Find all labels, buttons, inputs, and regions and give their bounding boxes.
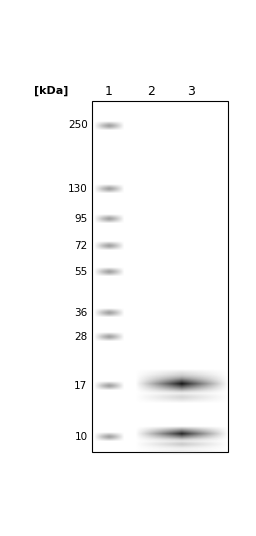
Text: [kDa]: [kDa] (34, 86, 68, 96)
Text: 3: 3 (187, 85, 195, 98)
Text: 28: 28 (74, 332, 88, 343)
Text: 55: 55 (74, 267, 88, 277)
Text: 250: 250 (68, 121, 88, 130)
Text: 10: 10 (74, 432, 88, 442)
Text: 130: 130 (68, 184, 88, 193)
Text: 36: 36 (74, 308, 88, 318)
Text: 1: 1 (104, 85, 112, 98)
Text: 17: 17 (74, 381, 88, 391)
Bar (92, 101, 228, 452)
Text: 2: 2 (147, 85, 155, 98)
Text: 95: 95 (74, 214, 88, 224)
Text: 72: 72 (74, 241, 88, 251)
